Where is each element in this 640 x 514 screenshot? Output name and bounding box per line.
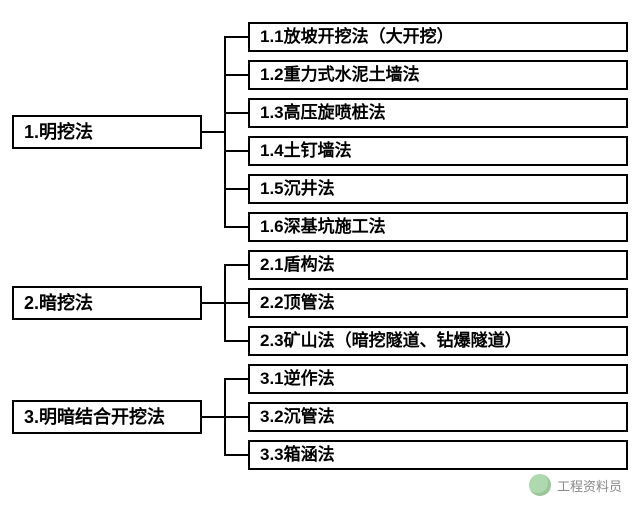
parent-node: 2.暗挖法 xyxy=(12,286,202,320)
child-row: 3.3箱涵法 xyxy=(226,436,628,474)
connector-h xyxy=(226,74,248,76)
connector-h xyxy=(226,36,248,38)
source-label: 工程资料员 xyxy=(557,476,622,495)
child-node: 1.2重力式水泥土墙法 xyxy=(248,60,628,90)
connector-h xyxy=(202,416,224,418)
child-node: 2.2顶管法 xyxy=(248,288,628,318)
connector-h xyxy=(226,188,248,190)
children-column: 3.1逆作法 3.2沉管法 3.3箱涵法 xyxy=(226,360,628,474)
connector-h xyxy=(202,302,224,304)
connector-h xyxy=(226,454,248,456)
children-column: 1.1放坡开挖法（大开挖） 1.2重力式水泥土墙法 1.3高压旋喷桩法 1.4土钉墙法… xyxy=(226,18,628,246)
child-row: 1.6深基坑施工法 xyxy=(226,208,628,246)
tree-branch: 3.明暗结合开挖法 3.1逆作法 3.2沉管法 3.3箱涵法 xyxy=(12,360,628,474)
child-row: 3.1逆作法 xyxy=(226,360,628,398)
child-row: 1.3高压旋喷桩法 xyxy=(226,94,628,132)
tree-branch: 2.暗挖法 2.1盾构法 2.2顶管法 2.3矿山法（暗挖隧道、钻爆隧道） xyxy=(12,246,628,360)
connector-h xyxy=(226,150,248,152)
child-node: 3.3箱涵法 xyxy=(248,440,628,470)
child-row: 1.4土钉墙法 xyxy=(226,132,628,170)
excavation-methods-tree: 1.明挖法1.1放坡开挖法（大开挖）1.2重力式水泥土墙法1.3高压旋喷桩法1.… xyxy=(12,18,628,474)
child-row: 3.2沉管法 xyxy=(226,398,628,436)
source-watermark: 工程资料员 xyxy=(529,474,622,496)
child-row: 1.1放坡开挖法（大开挖） xyxy=(226,18,628,56)
child-node: 1.6深基坑施工法 xyxy=(248,212,628,242)
connector-h xyxy=(226,302,248,304)
tree-branch: 1.明挖法1.1放坡开挖法（大开挖）1.2重力式水泥土墙法1.3高压旋喷桩法1.… xyxy=(12,18,628,246)
child-row: 2.3矿山法（暗挖隧道、钻爆隧道） xyxy=(226,322,628,360)
connector-h xyxy=(226,416,248,418)
child-row: 1.5沉井法 xyxy=(226,170,628,208)
child-node: 1.1放坡开挖法（大开挖） xyxy=(248,22,628,52)
child-row: 1.2重力式水泥土墙法 xyxy=(226,56,628,94)
child-node: 1.3高压旋喷桩法 xyxy=(248,98,628,128)
connector-h xyxy=(226,264,248,266)
parent-node: 3.明暗结合开挖法 xyxy=(12,400,202,434)
connector-h xyxy=(226,340,248,342)
children-column: 2.1盾构法 2.2顶管法 2.3矿山法（暗挖隧道、钻爆隧道） xyxy=(226,246,628,360)
wechat-logo-icon xyxy=(529,474,551,496)
child-node: 3.2沉管法 xyxy=(248,402,628,432)
parent-node: 1.明挖法 xyxy=(12,115,202,149)
child-node: 3.1逆作法 xyxy=(248,364,628,394)
child-node: 2.1盾构法 xyxy=(248,250,628,280)
child-row: 2.1盾构法 xyxy=(226,246,628,284)
connector-h xyxy=(226,112,248,114)
child-row: 2.2顶管法 xyxy=(226,284,628,322)
child-node: 2.3矿山法（暗挖隧道、钻爆隧道） xyxy=(248,326,628,356)
connector-h xyxy=(226,226,248,228)
connector-h xyxy=(226,378,248,380)
connector-h xyxy=(202,131,224,133)
child-node: 1.5沉井法 xyxy=(248,174,628,204)
child-node: 1.4土钉墙法 xyxy=(248,136,628,166)
